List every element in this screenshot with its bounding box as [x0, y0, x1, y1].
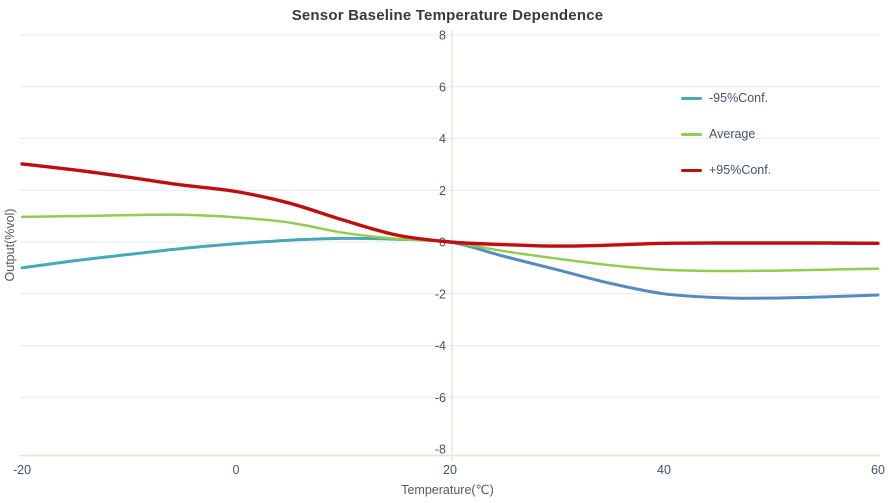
- legend-item-neg95conf[interactable]: -95%Conf.: [681, 91, 771, 105]
- legend-line-icon: [681, 132, 702, 136]
- legend-line-icon: [681, 168, 702, 172]
- y-tick-label: -8: [435, 443, 446, 457]
- legend-label: -95%Conf.: [709, 91, 769, 105]
- y-tick-label: -2: [435, 287, 446, 301]
- y-tick-label: 2: [439, 184, 446, 198]
- x-tick-label: 40: [657, 463, 671, 477]
- x-axis-title: Temperature(℃): [401, 483, 494, 497]
- legend-item-average[interactable]: Average: [681, 127, 771, 141]
- y-axis-title: Output(%vol): [3, 208, 17, 282]
- legend-label: Average: [709, 127, 756, 141]
- y-tick-label: -6: [435, 391, 446, 405]
- x-tick-label: 20: [443, 463, 457, 477]
- series-line-neg95conf[interactable]: [20, 236, 880, 300]
- series-line-pos95conf[interactable]: [20, 162, 880, 248]
- x-tick-label: -20: [13, 463, 31, 477]
- legend-item-pos95conf[interactable]: +95%Conf.: [681, 163, 771, 177]
- chart-title: Sensor Baseline Temperature Dependence: [291, 7, 604, 24]
- y-tick-label: 6: [439, 80, 446, 94]
- y-tick-label: 8: [439, 29, 446, 43]
- y-tick-label: -4: [435, 339, 446, 353]
- y-tick-label: 4: [439, 132, 446, 146]
- legend: -95%Conf. Average +95%Conf.: [681, 91, 771, 177]
- legend-line-icon: [681, 96, 702, 100]
- legend-label: +95%Conf.: [709, 163, 772, 177]
- x-tick-label: 0: [233, 463, 240, 477]
- x-tick-label: 60: [871, 463, 885, 477]
